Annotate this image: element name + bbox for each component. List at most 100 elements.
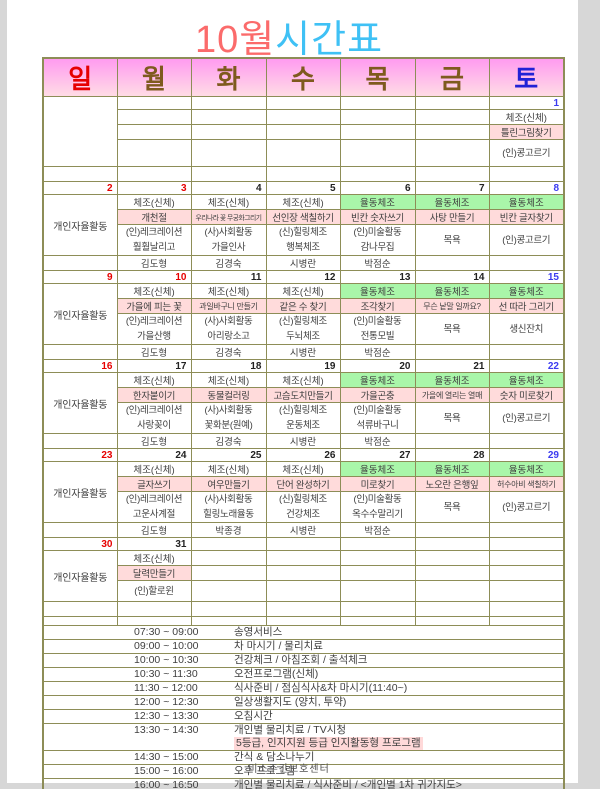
instructor-cell: 시병란 bbox=[265, 522, 341, 538]
sunday-activity-label: 개인자율활동 bbox=[42, 283, 118, 345]
program-line: 훨훨날리고 bbox=[132, 242, 176, 253]
instructor-cell: 김도형 bbox=[116, 522, 192, 538]
spacer-row bbox=[42, 616, 565, 626]
program-line: 목욕 bbox=[443, 234, 461, 246]
instructor-cell bbox=[488, 166, 565, 182]
program-cell: (인)할로윈 bbox=[116, 580, 192, 602]
schedule-desc: 식사준비 / 점심식사&차 마시기(11:40~) bbox=[234, 682, 408, 695]
program-line: 가을인사 bbox=[211, 242, 246, 253]
instructor-cell bbox=[339, 601, 416, 617]
exercise-cell bbox=[339, 109, 416, 125]
date-cell: 10 bbox=[116, 270, 192, 284]
sunday-date: 9 bbox=[42, 270, 118, 284]
program-line: 고운사계절 bbox=[132, 509, 176, 520]
instructor-cell: 김도형 bbox=[116, 433, 192, 449]
schedule-row-cell: 10:00 ~ 10:30 건강체크 / 아침조회 / 출석체크 bbox=[42, 653, 565, 668]
schedule-time: 10:00 ~ 10:30 bbox=[134, 654, 199, 667]
theme-cell: 선 따라 그리기 bbox=[488, 298, 565, 314]
week-program-row: (인)할로윈 bbox=[43, 580, 565, 602]
theme-cell: 빈칸 글자찾기 bbox=[488, 209, 565, 225]
program-line: (인)미술활동 bbox=[353, 316, 402, 327]
date-cell: 19 bbox=[265, 359, 341, 373]
program-line: 감나무집 bbox=[360, 242, 395, 253]
sunday-date: 2 bbox=[42, 181, 118, 195]
theme-cell: 가을에 열리는 열매 bbox=[414, 387, 490, 403]
schedule-desc: 오후 프로그램 bbox=[234, 765, 295, 778]
exercise-cell bbox=[339, 550, 416, 566]
exercise-cell: 체조(신체) bbox=[116, 550, 192, 566]
program-line: (사)사회활동 bbox=[204, 227, 253, 238]
instructor-cell: 김도형 bbox=[116, 344, 192, 360]
week-instructor-row: 김도형 김경숙 시병란 박점순 bbox=[42, 433, 565, 449]
schedule-row: 12:00 ~ 12:30 일상생활지도 (양치, 투약) bbox=[42, 695, 565, 710]
exercise-cell: 체조(신체) bbox=[190, 194, 267, 210]
week-exercise-row: 개인자율활동 체조(신체) 체조(신체) 체조(신체) 율동체조 율동체조 율동체조 bbox=[42, 372, 565, 434]
page-title: 10월시간표 bbox=[0, 8, 578, 63]
instructor-cell bbox=[116, 166, 192, 182]
theme-cell: 노오란 은행잎 bbox=[414, 476, 490, 492]
week-exercise-row: 개인자율활동 체조(신체) 체조(신체) 체조(신체) 율동체조 율동체조 율동체조 bbox=[42, 461, 565, 523]
schedule-desc: 일상생활지도 (양치, 투약) bbox=[234, 696, 347, 709]
week-exercise-row: 체조(신체) bbox=[43, 109, 565, 125]
exercise-cell: 체조(신체) bbox=[488, 109, 565, 125]
theme-cell: 단어 완성하기 bbox=[265, 476, 341, 492]
instructor-cell: 박점순 bbox=[339, 522, 416, 538]
week-exercise-row: 개인자율활동 체조(신체) bbox=[42, 550, 565, 602]
page-margin-right bbox=[578, 0, 600, 789]
instructor-cell: 박점순 bbox=[339, 344, 416, 360]
instructor-cell: 시병란 bbox=[265, 433, 341, 449]
spacer-cell bbox=[42, 616, 118, 626]
instructor-cell bbox=[190, 166, 267, 182]
exercise-cell bbox=[190, 550, 267, 566]
instructor-cell bbox=[414, 601, 490, 617]
exercise-cell bbox=[116, 109, 192, 125]
exercise-cell: 체조(신체) bbox=[190, 283, 267, 299]
instructor-cell bbox=[116, 601, 192, 617]
date-cell: 22 bbox=[488, 359, 565, 373]
program-line: (신)힐링체조 bbox=[279, 494, 327, 505]
theme-cell bbox=[265, 565, 341, 581]
date-cell: 31 bbox=[116, 537, 192, 551]
title-label: 시간표 bbox=[275, 19, 384, 61]
theme-cell: 우리나라 꽃 무궁화그리기 bbox=[190, 209, 267, 225]
program-cell: (사)사회활동 힐링노래율동 bbox=[190, 491, 267, 523]
program-cell bbox=[414, 580, 490, 602]
schedule-line: 11:30 ~ 12:00 식사준비 / 점심식사&차 마시기(11:40~) bbox=[44, 682, 563, 695]
program-line: 전통모빌 bbox=[360, 331, 395, 342]
exercise-cell: 체조(신체) bbox=[190, 461, 267, 477]
exercise-cell: 체조(신체) bbox=[116, 194, 192, 210]
schedule-row-cell: 07:30 ~ 09:00 송영서비스 bbox=[42, 625, 565, 640]
schedule-line: 07:30 ~ 09:00 송영서비스 bbox=[44, 627, 563, 639]
date-cell: 13 bbox=[339, 270, 416, 284]
program-cell bbox=[339, 139, 416, 167]
instructor-cell bbox=[414, 344, 490, 360]
date-cell: 25 bbox=[190, 448, 267, 462]
program-cell bbox=[190, 139, 267, 167]
theme-cell: 가을에 피는 꽃 bbox=[116, 298, 192, 314]
week-theme-row: 개천절 우리나라 꽃 무궁화그리기 선인장 색칠하기 빈칸 숫자쓰기 사탕 만들기 빈칸 … bbox=[43, 209, 565, 225]
theme-cell: 가을곤충 bbox=[339, 387, 416, 403]
sunday-date: 30 bbox=[42, 537, 118, 551]
schedule-row-cell: 12:30 ~ 13:30 오침시간 bbox=[42, 709, 565, 724]
program-cell bbox=[265, 580, 341, 602]
exercise-cell: 체조(신체) bbox=[265, 283, 341, 299]
date-cell: 8 bbox=[488, 181, 565, 195]
date-cell: 5 bbox=[265, 181, 341, 195]
program-line: (인)레크레이션 bbox=[125, 227, 183, 238]
instructor-cell bbox=[265, 601, 341, 617]
program-line: 목욕 bbox=[443, 412, 461, 424]
date-cell: 28 bbox=[414, 448, 490, 462]
schedule-row: 12:30 ~ 13:30 오침시간 bbox=[42, 709, 565, 724]
week-date-row: 23 24 25 26 27 28 29 bbox=[42, 448, 565, 462]
date-cell: 11 bbox=[190, 270, 267, 284]
program-line: 행복체조 bbox=[286, 242, 320, 253]
week-program-row: (인)레크레이션 사랑꽂이 (사)사회활동 꽃화분(원예) (신)힐링체조 운동체조 (인)… bbox=[43, 402, 565, 434]
schedule-row-cell: 09:00 ~ 10:00 차 마시기 / 물리치료 bbox=[42, 639, 565, 654]
sunday-activity-label: 개인자율활동 bbox=[42, 461, 118, 523]
date-cell: 15 bbox=[488, 270, 565, 284]
week-instructor-row: 김도형 박종경 시병란 박점순 bbox=[42, 522, 565, 538]
program-cell: (신)힐링체조 운동체조 bbox=[265, 402, 341, 434]
